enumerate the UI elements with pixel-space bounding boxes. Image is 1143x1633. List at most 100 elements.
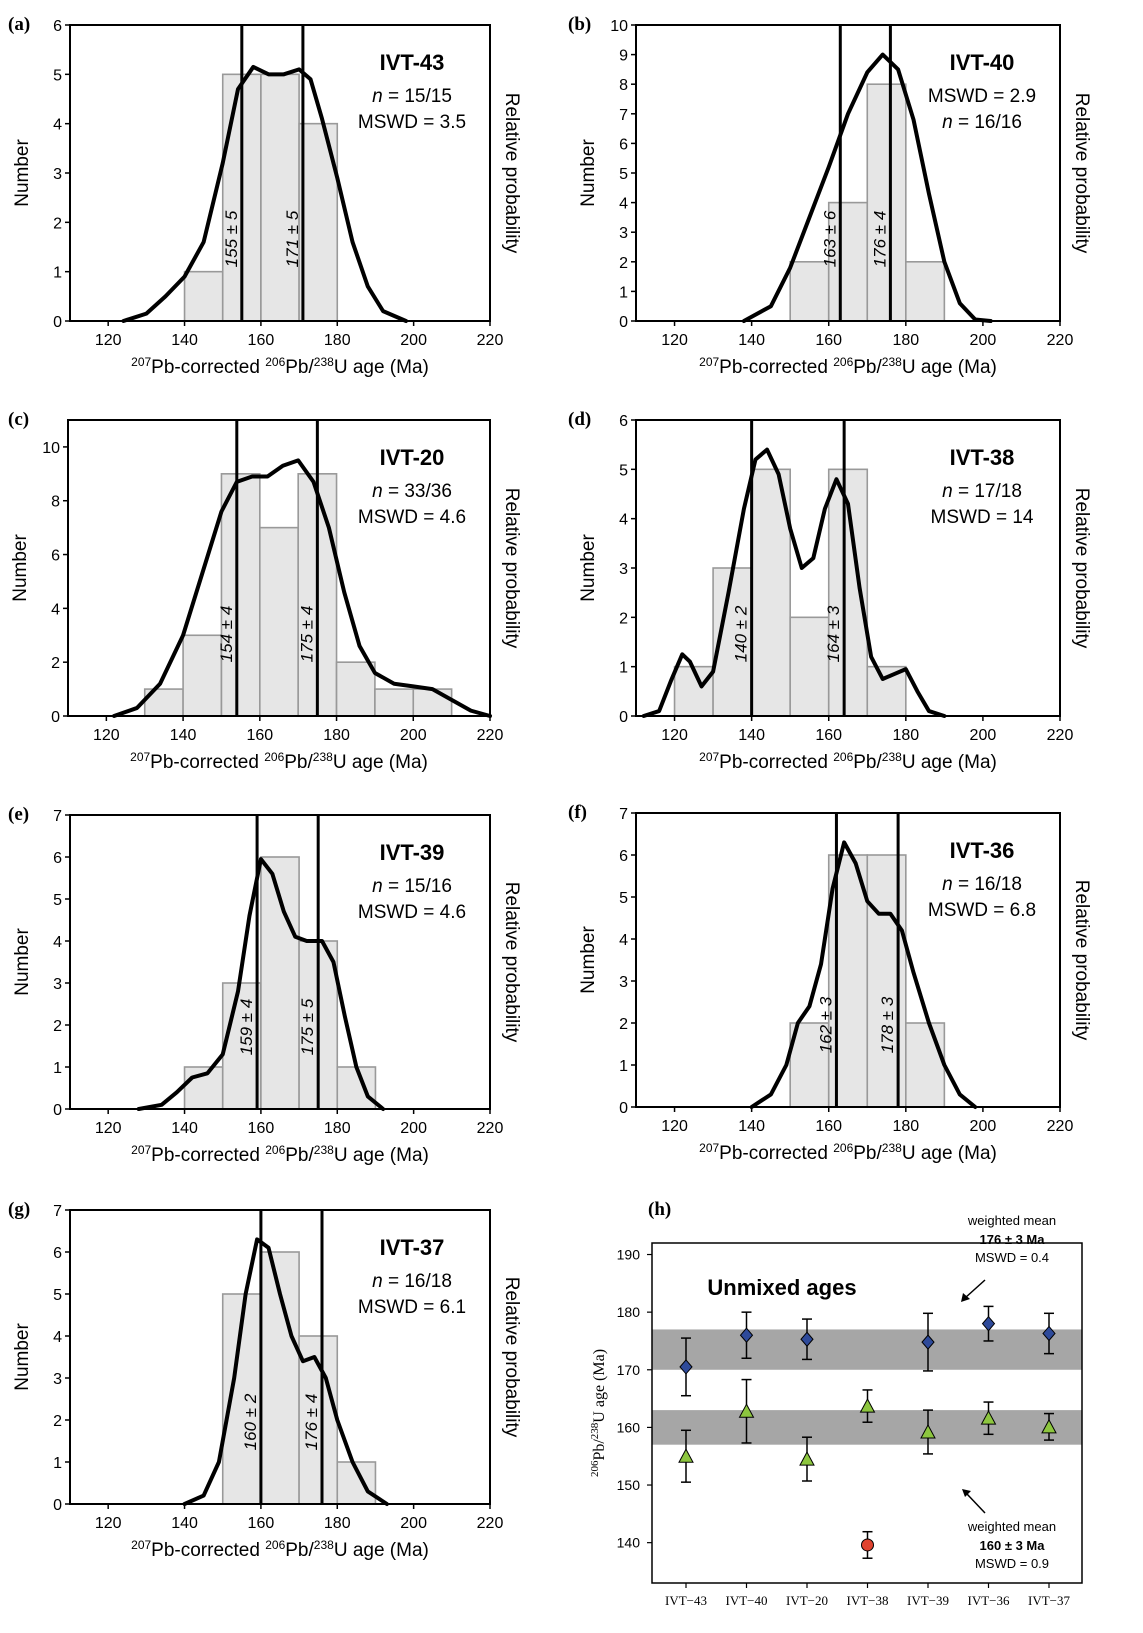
y-axis-label: Number (12, 1323, 33, 1391)
sample-name: IVT-40 (950, 50, 1015, 75)
y-tick-label: 3 (53, 976, 62, 993)
outlier-age-circle-marker (861, 1538, 874, 1552)
plot-frame (67, 419, 491, 717)
y-tick-label: 0 (51, 709, 60, 726)
older-age-diamond-marker (921, 1334, 935, 1350)
y-tick-label: 2 (53, 1413, 62, 1430)
sample-name: IVT-37 (380, 1235, 445, 1260)
x-tick-label: 160 (815, 1118, 842, 1135)
peak-age-label: 140 ± 2 (732, 605, 751, 662)
mswd-value: MSWD = 2.9 (928, 86, 1036, 107)
peak-age-label: 159 ± 4 (237, 999, 256, 1056)
older-age-diamond-marker (739, 1327, 754, 1343)
secondary-y-axis-label: Relative probability (501, 93, 522, 254)
younger-age-triangle-marker (738, 1403, 755, 1418)
peak-age-label: 160 ± 2 (241, 1393, 260, 1450)
y-tick-label: 3 (619, 561, 628, 578)
x-tick-label: 220 (1047, 1118, 1074, 1135)
x-tick-label: 140 (171, 332, 198, 349)
y-axis-label: Number (12, 928, 33, 996)
peak-age-label: 171 ± 5 (283, 210, 302, 267)
plot-frame (69, 814, 491, 1110)
y-axis-label: Number (578, 139, 599, 207)
secondary-y-axis-label: Relative probability (501, 1277, 522, 1438)
y-axis-label: Number (578, 926, 599, 994)
histogram-bar (866, 83, 907, 322)
probability-curve (741, 52, 993, 323)
y-axis-label: Number (578, 534, 599, 602)
older-age-diamond-marker (1042, 1325, 1056, 1342)
y-tick-label: 0 (53, 1102, 62, 1119)
histogram-panel-b: 163 ± 6 176 ± 4 0 1 2 3 4 5 6 7 8 9 10 120 140 160 180 20… (568, 14, 1092, 378)
y-tick-label: 0 (619, 1100, 628, 1117)
histogram-panel-g: 160 ± 2 176 ± 4 0 1 2 3 4 5 6 7 120 140 160 180 200 220… (8, 1199, 522, 1561)
sample-name: IVT-39 (380, 840, 445, 865)
y-tick-label: 0 (619, 709, 628, 726)
panel-label: (a) (8, 14, 30, 35)
peak-age-label: 163 ± 6 (820, 210, 839, 267)
y-tick-label: 5 (53, 1287, 62, 1304)
peak-age-label: 176 ± 4 (302, 1394, 321, 1451)
y-tick-label: 5 (619, 166, 628, 183)
probability-curve (641, 447, 947, 718)
histogram-bar (866, 854, 907, 1108)
histogram-bar (866, 665, 907, 717)
y-tick-label: 2 (53, 1018, 62, 1035)
sample-name: IVT-43 (380, 50, 445, 75)
x-axis-label: 207Pb-corrected 206Pb/238U age (Ma) (131, 355, 429, 378)
younger-age-triangle-marker (920, 1423, 936, 1439)
x-tick-label: 180 (892, 727, 919, 744)
younger-age-triangle-marker (799, 1451, 815, 1466)
peak-age-label: 164 ± 3 (824, 605, 843, 662)
sample-name: IVT-20 (380, 445, 445, 470)
secondary-y-axis-label: Relative probability (1071, 488, 1092, 649)
y-tick-label: 6 (619, 136, 628, 153)
x-tick-label: 220 (477, 332, 504, 349)
sample-count: n = 15/15 (372, 86, 452, 107)
x-axis-label: 207Pb-corrected 206Pb/238U age (Ma) (699, 750, 997, 773)
y-tick-label: 5 (53, 892, 62, 909)
y-tick-label: 6 (53, 850, 62, 867)
histogram-bar (905, 1022, 946, 1108)
older-age-diamond-marker (981, 1315, 996, 1332)
y-tick-label: 0 (53, 314, 62, 331)
y-tick-label: 6 (619, 413, 628, 430)
x-tick-label: 220 (477, 727, 504, 744)
sample-count: n = 15/16 (372, 876, 452, 897)
y-tick-label: 6 (53, 18, 62, 35)
x-tick-label: 160 (248, 1120, 275, 1137)
x-axis-label: 207Pb-corrected 206Pb/238U age (Ma) (130, 750, 428, 773)
panel-label: (b) (568, 14, 591, 35)
y-tick-label: 3 (619, 974, 628, 991)
probability-curve (121, 64, 408, 323)
y-tick-label: 180 (617, 1304, 641, 1320)
x-tick-label: 220 (1047, 332, 1074, 349)
annotation-arrow (964, 1279, 986, 1299)
sample-count: n = 16/16 (942, 112, 1022, 133)
peak-age-label: 175 ± 5 (298, 998, 317, 1055)
sample-count: n = 16/18 (372, 1271, 452, 1292)
histogram-bar (259, 526, 299, 717)
sample-category-label: IVT−40 (726, 1593, 768, 1608)
x-tick-label: 200 (970, 1118, 997, 1135)
secondary-y-axis-label: Relative probability (501, 488, 522, 649)
x-tick-label: 180 (324, 332, 351, 349)
y-tick-label: 6 (619, 848, 628, 865)
x-axis-label: 207Pb-corrected 206Pb/238U age (Ma) (699, 1141, 997, 1164)
younger-age-triangle-marker (859, 1398, 876, 1413)
x-tick-label: 140 (170, 727, 197, 744)
histogram-bar (374, 688, 415, 717)
x-tick-label: 140 (171, 1515, 198, 1532)
histogram-bar (789, 260, 830, 322)
y-tick-label: 0 (619, 314, 628, 331)
y-tick-label: 8 (619, 77, 628, 94)
y-tick-label: 5 (619, 462, 628, 479)
x-tick-label: 120 (661, 332, 688, 349)
peak-age-label: 155 ± 5 (222, 210, 241, 267)
x-tick-label: 120 (661, 727, 688, 744)
histogram-bar (336, 1066, 377, 1110)
sample-name: IVT-38 (950, 445, 1015, 470)
probability-curve (182, 1237, 389, 1506)
secondary-y-axis-label: Relative probability (1071, 880, 1092, 1041)
plot-frame (635, 812, 1061, 1108)
